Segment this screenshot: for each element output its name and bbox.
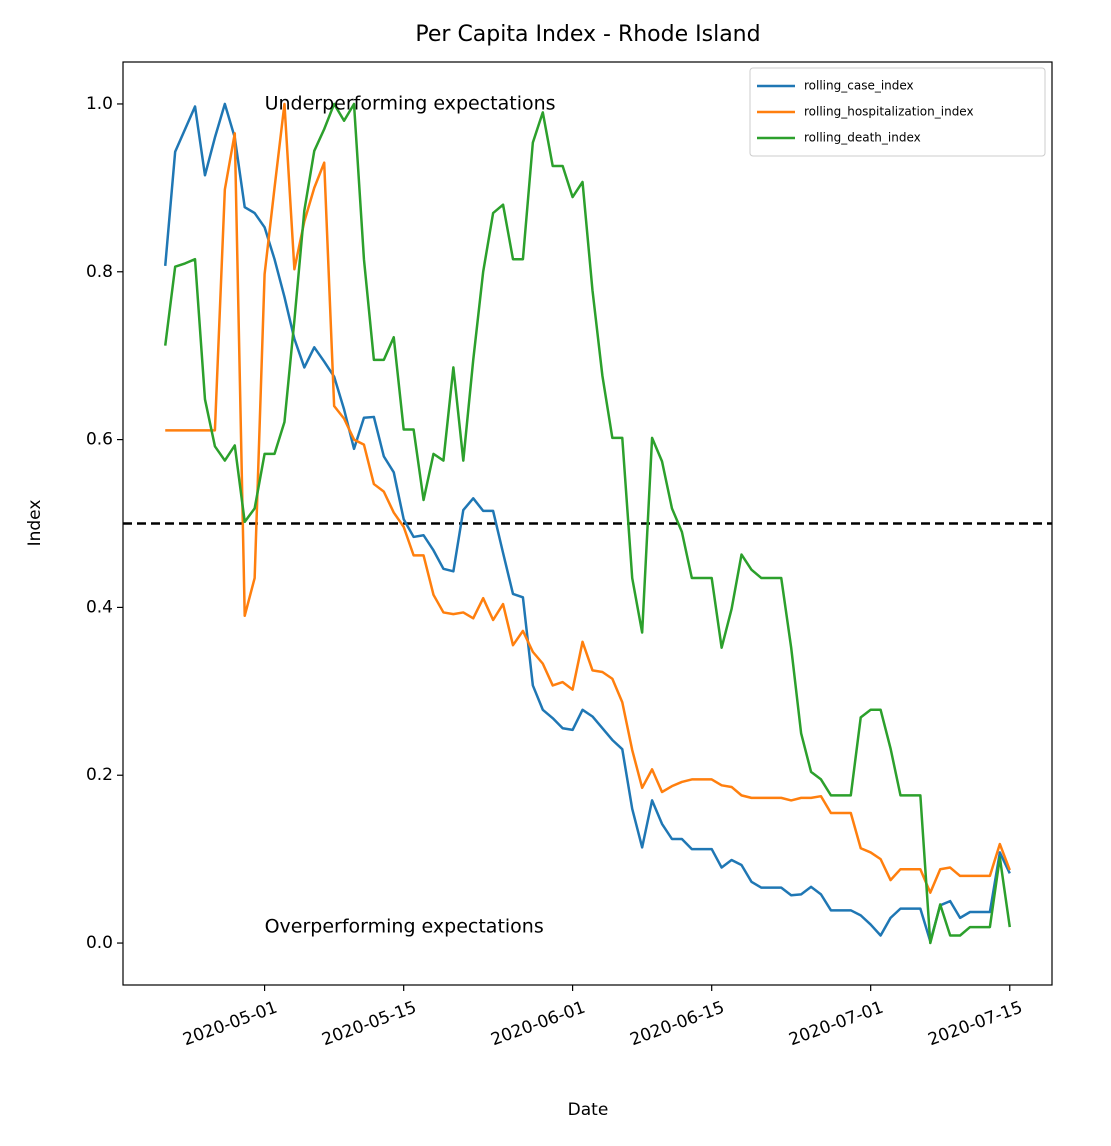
x-axis-label: Date	[568, 1100, 609, 1120]
y-tick-label: 0.2	[86, 765, 113, 785]
x-tick-label: 2020-07-15	[926, 998, 1026, 1051]
x-tick-label: 2020-07-01	[786, 998, 886, 1051]
series-line	[163, 102, 1012, 945]
x-tick-label: 2020-06-15	[627, 998, 727, 1051]
y-tick-label: 0.4	[86, 597, 113, 617]
y-tick-label: 0.6	[86, 430, 113, 450]
legend-box	[749, 67, 1046, 157]
annotation: Underperforming expectations	[265, 93, 556, 115]
y-tick-label: 0.0	[86, 933, 113, 953]
y-tick-label: 0.8	[86, 262, 113, 282]
plot-frame	[122, 61, 1053, 986]
legend-label: rolling_hospitalization_index	[804, 105, 974, 119]
legend-label: rolling_death_index	[804, 131, 921, 145]
legend: rolling_case_index rolling_hospitalizatio…	[749, 67, 1046, 157]
y-axis-label: Index	[25, 500, 45, 547]
legend-label: rolling_case_index	[804, 79, 914, 93]
chart-title: Per Capita Index - Rhode Island	[415, 22, 760, 47]
x-tick-label: 2020-05-01	[180, 998, 280, 1051]
x-tick-label: 2020-05-15	[319, 998, 419, 1051]
x-tick-label: 2020-06-01	[488, 998, 588, 1051]
series-line	[163, 102, 1011, 943]
y-tick-label: 1.0	[86, 94, 113, 114]
series-line	[165, 102, 1011, 894]
annotation: Overperforming expectations	[265, 916, 544, 938]
